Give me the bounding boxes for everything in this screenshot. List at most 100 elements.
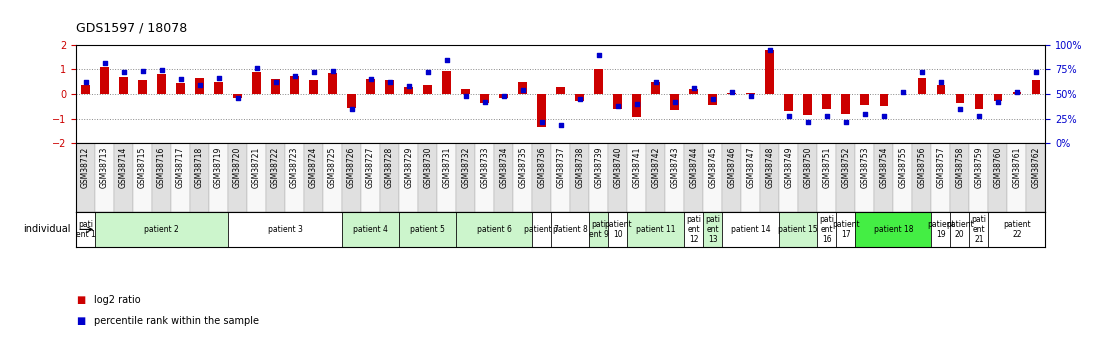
Bar — [76, 143, 95, 212]
Text: GSM38730: GSM38730 — [423, 147, 433, 188]
Bar — [95, 212, 228, 247]
Bar — [95, 143, 114, 212]
Bar — [285, 143, 304, 212]
Text: GSM38759: GSM38759 — [974, 147, 984, 188]
Point — [856, 111, 874, 117]
Text: patient
17: patient 17 — [832, 220, 860, 239]
Text: GSM38716: GSM38716 — [157, 147, 167, 188]
Point — [571, 96, 589, 102]
Bar — [120, 77, 127, 94]
Bar — [836, 212, 855, 247]
Bar — [709, 94, 717, 105]
Text: GSM38731: GSM38731 — [442, 147, 452, 188]
Text: pati
ent
13: pati ent 13 — [705, 215, 720, 244]
Bar — [893, 143, 912, 212]
Bar — [975, 94, 983, 109]
Point — [419, 70, 437, 75]
Text: GSM38727: GSM38727 — [366, 147, 376, 188]
Bar — [101, 67, 108, 94]
Point — [685, 85, 703, 91]
Bar — [785, 94, 793, 111]
Text: patient
22: patient 22 — [1003, 220, 1031, 239]
Bar — [690, 89, 698, 94]
Point — [837, 119, 855, 124]
Point — [400, 83, 418, 89]
Point — [761, 47, 779, 52]
Text: pati
ent 1: pati ent 1 — [76, 220, 95, 239]
Text: GSM38752: GSM38752 — [841, 147, 851, 188]
Text: patient
19: patient 19 — [927, 220, 955, 239]
Bar — [348, 94, 356, 108]
Point — [514, 87, 532, 93]
Bar — [247, 143, 266, 212]
Point — [304, 70, 323, 75]
Bar — [728, 93, 736, 94]
Text: GSM38758: GSM38758 — [955, 147, 965, 188]
Point — [115, 70, 133, 75]
Bar — [969, 143, 988, 212]
Text: patient 4: patient 4 — [353, 225, 388, 234]
Bar — [589, 143, 608, 212]
Text: pati
ent 9: pati ent 9 — [589, 220, 608, 239]
Point — [95, 60, 114, 65]
Point — [1008, 89, 1026, 95]
Bar — [380, 143, 399, 212]
Bar — [152, 143, 171, 212]
Bar — [988, 212, 1045, 247]
Bar — [608, 143, 627, 212]
Text: GSM38725: GSM38725 — [328, 147, 338, 188]
Text: pati
ent
16: pati ent 16 — [819, 215, 834, 244]
Text: GSM38720: GSM38720 — [233, 147, 243, 188]
Text: GSM38751: GSM38751 — [822, 147, 832, 188]
Point — [799, 119, 817, 124]
Bar — [342, 143, 361, 212]
Text: GSM38733: GSM38733 — [480, 147, 490, 188]
Bar — [475, 143, 494, 212]
Point — [818, 113, 836, 118]
Point — [172, 77, 190, 82]
Point — [894, 89, 912, 95]
Text: ■: ■ — [76, 295, 85, 305]
Point — [286, 73, 304, 79]
Bar — [703, 212, 722, 247]
Bar — [646, 143, 665, 212]
Point — [248, 66, 266, 71]
Bar — [931, 143, 950, 212]
Text: GSM38722: GSM38722 — [271, 147, 281, 188]
Bar — [228, 143, 247, 212]
Point — [628, 101, 646, 107]
Text: GSM38748: GSM38748 — [765, 147, 775, 188]
Text: GSM38729: GSM38729 — [404, 147, 414, 188]
Bar — [456, 212, 532, 247]
Point — [267, 79, 285, 85]
Text: GSM38750: GSM38750 — [803, 147, 813, 188]
Bar — [418, 143, 437, 212]
Bar — [234, 94, 241, 98]
Text: GSM38712: GSM38712 — [80, 147, 91, 188]
Text: GSM38726: GSM38726 — [347, 147, 357, 188]
Point — [780, 113, 798, 118]
Point — [951, 106, 969, 111]
Bar — [538, 94, 546, 127]
Text: GSM38713: GSM38713 — [100, 147, 110, 188]
Bar — [481, 94, 489, 102]
Text: individual: individual — [23, 225, 70, 234]
Bar — [551, 143, 570, 212]
Bar — [266, 143, 285, 212]
Text: GSM38741: GSM38741 — [632, 147, 642, 188]
Text: GSM38740: GSM38740 — [613, 147, 623, 188]
Bar — [798, 143, 817, 212]
Bar — [1013, 91, 1021, 94]
Bar — [652, 82, 660, 94]
Bar — [272, 79, 280, 94]
Text: patient 11: patient 11 — [636, 225, 675, 234]
Text: percentile rank within the sample: percentile rank within the sample — [94, 316, 259, 326]
Bar — [633, 94, 641, 117]
Text: GSM38721: GSM38721 — [252, 147, 262, 188]
Text: GSM38718: GSM38718 — [195, 147, 205, 188]
Text: GSM38747: GSM38747 — [746, 147, 756, 188]
Point — [438, 57, 456, 62]
Bar — [139, 80, 146, 94]
Bar — [291, 76, 299, 94]
Text: GSM38714: GSM38714 — [119, 147, 129, 188]
